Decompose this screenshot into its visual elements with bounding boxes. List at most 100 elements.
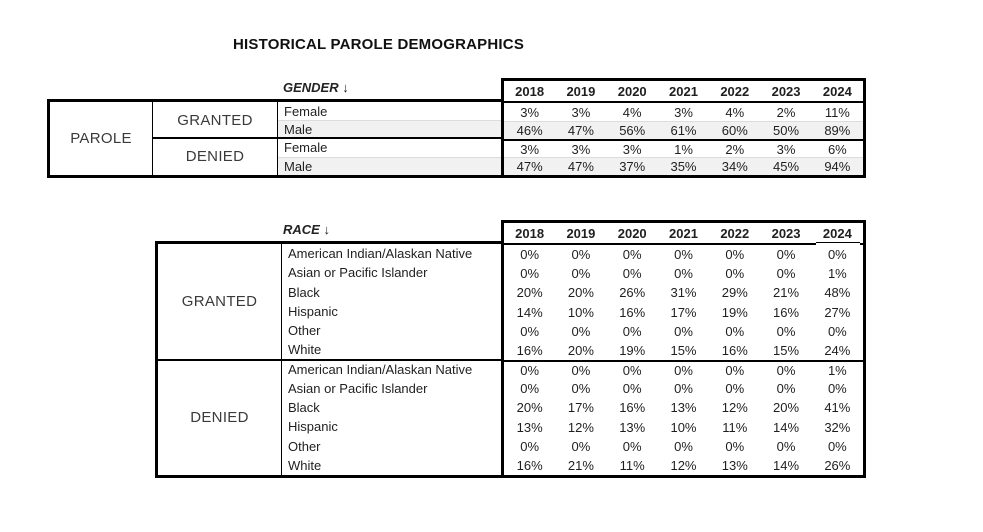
data-cell: 0% — [520, 363, 540, 379]
table-row: 20% 20% 26% 31% 29% 21% 48% — [504, 283, 863, 302]
gender-year-header-row: 2018 2019 2020 2021 2022 2023 2024 — [504, 81, 863, 103]
data-cell: 3% — [520, 104, 540, 120]
data-cell: 15% — [670, 342, 697, 358]
data-cell: 41% — [824, 400, 851, 416]
data-cell: 21% — [567, 457, 594, 473]
data-cell: 0% — [776, 438, 796, 454]
data-cell: 12% — [567, 419, 594, 435]
race-data-grid: 0% 0% 0% 0% 0% 0% 0% 0% 0% 0% 0% 0% 0% 1… — [504, 245, 863, 475]
category-label: White — [288, 342, 322, 358]
data-cell: 50% — [773, 123, 800, 138]
year-cell: 2024 — [812, 223, 863, 245]
table-row: 3% 3% 4% 3% 4% 2% 11% — [504, 103, 863, 121]
data-cell: 60% — [721, 123, 748, 138]
table-row: 20% 17% 16% 13% 12% 20% 41% — [504, 398, 863, 417]
data-cell: 17% — [567, 400, 594, 416]
page-title: HISTORICAL PAROLE DEMOGRAPHICS — [233, 36, 525, 53]
data-cell: 0% — [827, 381, 847, 397]
data-cell: 0% — [571, 381, 591, 397]
data-cell: 0% — [520, 247, 540, 263]
data-cell: 0% — [827, 247, 847, 263]
data-cell: 45% — [773, 159, 800, 174]
data-cell: 24% — [824, 342, 851, 358]
data-cell: 3% — [520, 141, 540, 157]
data-cell: 3% — [674, 104, 693, 120]
category-label: Female — [284, 103, 328, 119]
data-cell: 61% — [670, 123, 697, 138]
data-cell: 0% — [827, 438, 847, 454]
data-cell: 48% — [824, 285, 851, 301]
data-cell: 27% — [824, 304, 851, 320]
data-cell: 0% — [725, 323, 745, 339]
data-cell: 15% — [773, 342, 800, 358]
year-cell: 2023 — [771, 225, 801, 241]
data-cell: 34% — [721, 159, 748, 174]
category-label: Hispanic — [288, 419, 338, 435]
data-cell: 13% — [516, 419, 543, 435]
data-cell: 0% — [520, 438, 540, 454]
year-2024-underline-gap — [815, 243, 860, 245]
data-cell: 26% — [619, 285, 646, 301]
table-row: 0% 0% 0% 0% 0% 0% 0% — [504, 437, 863, 456]
table-row: 0% 0% 0% 0% 0% 0% 0% — [504, 245, 863, 264]
data-cell: 0% — [776, 363, 796, 379]
data-cell: 0% — [776, 381, 796, 397]
race-column-header: RACE ↓ — [283, 222, 330, 237]
data-cell: 94% — [824, 159, 851, 174]
data-cell: 26% — [824, 457, 851, 473]
data-cell: 89% — [824, 123, 851, 138]
data-cell: 20% — [567, 285, 594, 301]
year-cell: 2018 — [515, 225, 545, 241]
year-cell: 2022 — [720, 83, 750, 99]
table-row: 3% 3% 3% 1% 2% 3% 6% — [504, 139, 863, 157]
data-cell: 12% — [721, 400, 748, 416]
year-label: 2024 — [822, 225, 852, 241]
table-row: 16% 21% 11% 12% 13% 14% 26% — [504, 456, 863, 475]
year-cell: 2019 — [566, 83, 596, 99]
data-cell: 14% — [773, 419, 800, 435]
gender-denied-label: DENIED — [153, 138, 278, 175]
table-row: 0% 0% 0% 0% 0% 0% 0% — [504, 322, 863, 341]
data-cell: 0% — [674, 247, 693, 263]
data-cell: 56% — [619, 123, 646, 138]
data-cell: 0% — [622, 438, 642, 454]
year-cell: 2023 — [771, 83, 801, 99]
data-cell: 0% — [674, 323, 693, 339]
data-cell: 0% — [674, 438, 693, 454]
data-cell: 6% — [827, 141, 847, 157]
data-cell: 46% — [516, 123, 543, 138]
data-cell: 32% — [824, 419, 851, 435]
data-cell: 0% — [622, 381, 642, 397]
data-cell: 0% — [520, 381, 540, 397]
category-label: Other — [288, 438, 321, 454]
table-row: 0% 0% 0% 0% 0% 0% 1% — [504, 359, 863, 379]
gender-granted-label: GRANTED — [153, 102, 278, 139]
data-cell: 12% — [670, 457, 697, 473]
data-cell: 10% — [567, 304, 594, 320]
year-cell: 2022 — [720, 225, 750, 241]
race-granted-label: GRANTED — [158, 244, 282, 360]
year-cell: 2021 — [669, 83, 698, 99]
table-row: 13% 12% 13% 10% 11% 14% 32% — [504, 417, 863, 436]
category-label: Black — [288, 284, 320, 300]
data-cell: 16% — [619, 304, 646, 320]
category-label: White — [288, 457, 322, 473]
data-cell: 1% — [827, 363, 847, 379]
data-cell: 0% — [725, 266, 745, 282]
data-cell: 19% — [619, 342, 646, 358]
category-label: American Indian/Alaskan Native — [288, 246, 473, 262]
data-cell: 37% — [619, 159, 646, 174]
data-cell: 3% — [776, 141, 796, 157]
data-cell: 11% — [824, 104, 850, 120]
data-cell: 0% — [674, 381, 693, 397]
year-2024-underline — [815, 242, 860, 243]
race-row-header-box: GRANTED DENIED American Indian/Alaskan N… — [155, 241, 503, 478]
data-cell: 0% — [571, 363, 591, 379]
category-label: Asian or Pacific Islander — [288, 380, 428, 396]
data-cell: 1% — [827, 266, 847, 282]
data-cell: 29% — [721, 285, 748, 301]
data-cell: 3% — [622, 141, 642, 157]
data-cell: 4% — [725, 104, 745, 120]
data-cell: 0% — [622, 363, 642, 379]
race-year-header-row: 2018 2019 2020 2021 2022 2023 2024 — [504, 223, 863, 245]
